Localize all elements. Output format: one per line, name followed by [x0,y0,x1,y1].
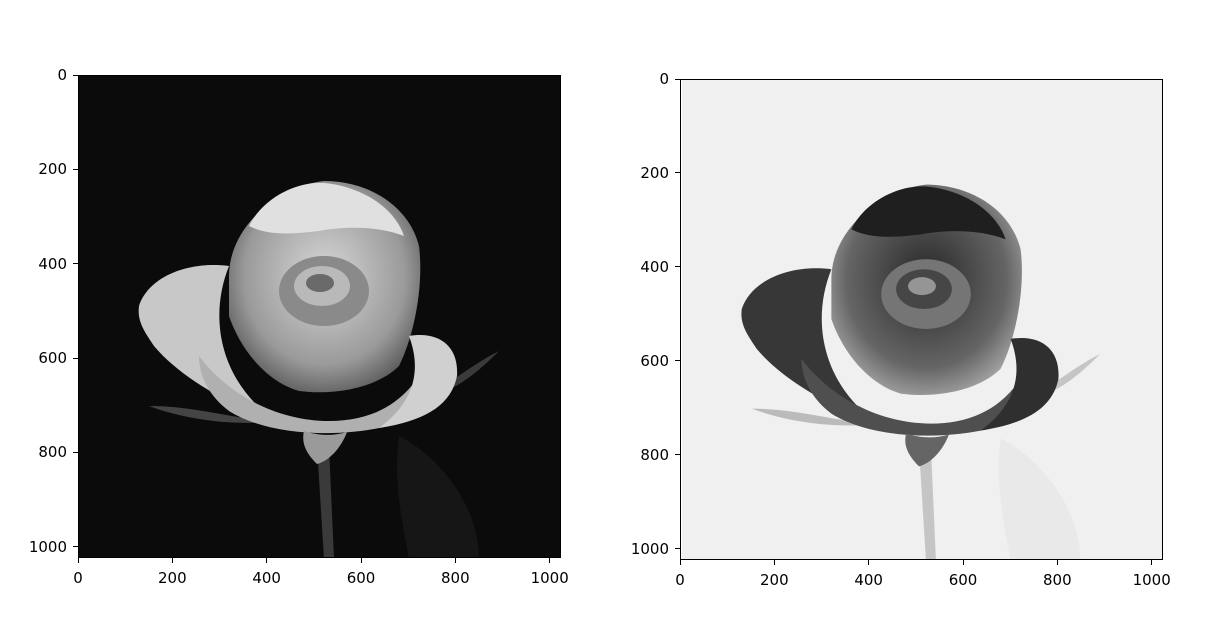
y-tick-label: 800 [38,443,67,462]
x-tick-mark [454,558,456,563]
x-tick-mark [962,560,964,565]
x-tick-label: 200 [158,569,187,587]
y-tick-label: 1000 [630,539,669,558]
rose-image-inverted [682,80,1162,559]
x-tick-mark [266,558,268,563]
x-tick-label: 800 [1043,571,1072,589]
x-tick-label: 0 [73,569,83,587]
x-tick-mark [1056,560,1058,565]
image-axes-inverted [680,79,1163,560]
y-tick-label: 0 [659,70,669,88]
image-panel-original: 0 200 400 600 800 1000 0 200 400 600 800 1000 [0,0,610,623]
x-tick-label: 800 [441,569,470,587]
x-tick-mark [1151,560,1153,565]
y-tick-label: 0 [57,66,67,84]
y-tick-label: 600 [38,349,67,367]
x-tick-label: 1000 [530,569,569,587]
y-tick-label: 400 [640,257,669,276]
rose-image-original [79,76,560,557]
x-tick-label: 200 [760,571,789,589]
x-tick-label: 600 [948,571,978,589]
x-tick-mark [77,558,79,563]
x-tick-label: 600 [346,569,376,587]
y-tick-label: 800 [640,445,669,464]
y-tick-label: 600 [640,351,669,370]
y-tick-label: 200 [640,163,669,182]
x-tick-label: 400 [854,571,883,589]
y-tick-label: 200 [38,160,67,179]
y-tick-label: 400 [38,254,67,273]
x-tick-label: 0 [675,571,685,589]
x-tick-label: 1000 [1132,571,1171,589]
x-tick-mark [679,560,681,565]
x-tick-mark [549,558,551,563]
x-tick-mark [868,560,870,565]
y-tick-label: 1000 [28,537,67,556]
x-tick-label: 400 [252,569,281,587]
image-axes-original [78,75,561,558]
x-tick-mark [171,558,173,563]
x-tick-mark [360,558,362,563]
x-tick-mark [773,560,775,565]
image-panel-inverted: 0 200 400 600 800 1000 0 200 400 600 800 1000 [610,0,1225,623]
